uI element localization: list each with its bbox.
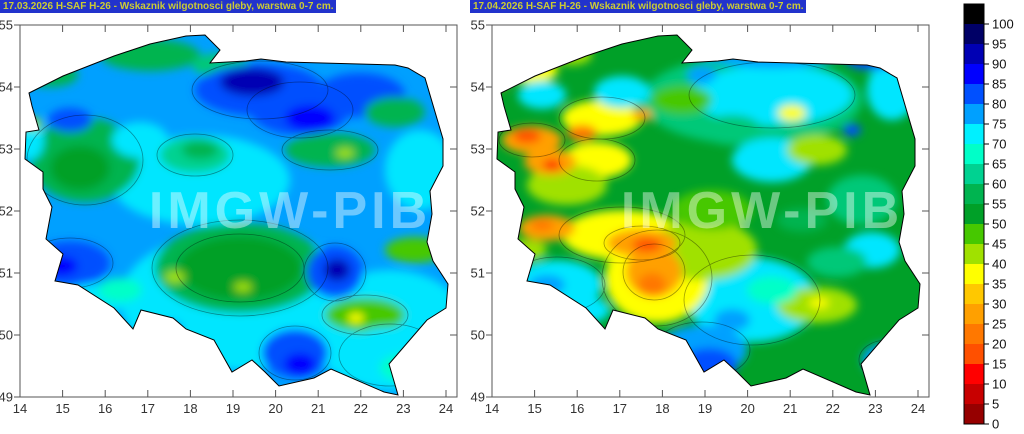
y-tick-label: 54 <box>471 80 485 95</box>
colorbar-segment <box>964 124 984 144</box>
y-tick-label: 54 <box>0 80 13 95</box>
colorbar-segment <box>964 324 984 344</box>
colorbar-segment <box>964 404 984 424</box>
y-tick-label: 49 <box>471 390 485 405</box>
x-tick-label: 21 <box>311 401 325 416</box>
x-tick-label: 16 <box>98 401 112 416</box>
colorbar-label: 65 <box>992 157 1006 172</box>
colorbar-label: 40 <box>992 257 1006 272</box>
contour-lines <box>26 60 442 387</box>
colorbar-label: 75 <box>992 117 1006 132</box>
x-tick-label: 17 <box>613 401 627 416</box>
map2-frame <box>486 24 930 398</box>
colorbar-segment <box>964 224 984 244</box>
colorbar-segment <box>964 264 984 284</box>
colorbar: 100 95 90 85 80 75 70 65 60 55 50 45 40 … <box>963 3 1014 432</box>
x-tick-label: 22 <box>826 401 840 416</box>
y-tick-label: 50 <box>471 328 485 343</box>
colorbar-label: 30 <box>992 297 1006 312</box>
x-tick-label: 20 <box>268 401 282 416</box>
colorbar-label: 70 <box>992 137 1006 152</box>
x-tick-label: 19 <box>698 401 712 416</box>
x-tick-label: 16 <box>570 401 584 416</box>
colorbar-segment <box>964 144 984 164</box>
y-tick-label: 53 <box>0 142 13 157</box>
x-tick-label: 15 <box>55 401 69 416</box>
colorbar-segment <box>964 204 984 224</box>
colorbar-segment <box>964 104 984 124</box>
x-tick-label: 18 <box>183 401 197 416</box>
colorbar-label: 45 <box>992 237 1006 252</box>
y-tick-label: 51 <box>0 266 13 281</box>
x-tick-label: 14 <box>13 401 27 416</box>
colorbar-label: 100 <box>992 17 1014 32</box>
y-tick-label: 52 <box>0 204 13 219</box>
colorbar-label: 55 <box>992 197 1006 212</box>
colorbar-segment <box>964 24 984 44</box>
colorbar-label: 10 <box>992 377 1006 392</box>
colorbar-label: 50 <box>992 217 1006 232</box>
y-tick-label: 51 <box>471 266 485 281</box>
watermark-right: IMGW-PIB <box>621 182 903 240</box>
y-tick-label: 55 <box>0 18 13 33</box>
colorbar-segment <box>964 344 984 364</box>
colorbar-label: 80 <box>992 97 1006 112</box>
colorbar-segment <box>964 164 984 184</box>
colorbar-label: 90 <box>992 57 1006 72</box>
x-tick-label: 23 <box>396 401 410 416</box>
colorbar-label: 0 <box>992 417 999 432</box>
map1-frame <box>14 24 458 398</box>
colorbar-segment <box>964 44 984 64</box>
x-tick-label: 23 <box>868 401 882 416</box>
colorbar-label: 35 <box>992 277 1006 292</box>
colorbar-label: 60 <box>992 177 1006 192</box>
x-tick-label: 15 <box>527 401 541 416</box>
map2-y-tick-labels: 55 54 53 52 51 50 49 <box>471 18 485 405</box>
colorbar-segment <box>964 384 984 404</box>
y-tick-label: 52 <box>471 204 485 219</box>
map1-title: 17.03.2026 H-SAF H-26 - Wskaznik wilgotn… <box>0 0 337 13</box>
map2-x-tick-labels: 14 15 16 17 18 19 20 21 22 23 24 <box>485 401 925 416</box>
colorbar-segment <box>964 84 984 104</box>
x-tick-label: 19 <box>226 401 240 416</box>
colorbar-label: 20 <box>992 337 1006 352</box>
watermark-left: IMGW-PIB <box>149 182 431 240</box>
colorbar-segment <box>964 4 984 24</box>
map1-y-tick-labels: 55 54 53 52 51 50 49 <box>0 18 13 405</box>
x-tick-label: 21 <box>783 401 797 416</box>
x-tick-label: 20 <box>740 401 754 416</box>
x-tick-label: 18 <box>655 401 669 416</box>
x-tick-label: 24 <box>439 401 453 416</box>
colorbar-segment <box>964 244 984 264</box>
y-tick-label: 55 <box>471 18 485 33</box>
x-tick-label: 17 <box>141 401 155 416</box>
y-tick-label: 49 <box>0 390 13 405</box>
colorbar-segment <box>964 304 984 324</box>
x-tick-label: 14 <box>485 401 499 416</box>
colorbar-segment <box>964 364 984 384</box>
colorbar-label: 15 <box>992 357 1006 372</box>
colorbar-label: 5 <box>992 397 999 412</box>
x-tick-label: 22 <box>354 401 368 416</box>
x-tick-label: 24 <box>911 401 925 416</box>
colorbar-label: 85 <box>992 77 1006 92</box>
contour-lines <box>498 61 916 381</box>
colorbar-segment <box>964 284 984 304</box>
colorbar-label: 25 <box>992 317 1006 332</box>
colorbar-labels: 100 95 90 85 80 75 70 65 60 55 50 45 40 … <box>992 17 1014 432</box>
map2-title: 17.04.2026 H-SAF H-26 - Wskaznik wilgotn… <box>470 0 807 13</box>
colorbar-segment <box>964 184 984 204</box>
y-tick-label: 53 <box>471 142 485 157</box>
y-tick-label: 50 <box>0 328 13 343</box>
map1-x-tick-labels: 14 15 16 17 18 19 20 21 22 23 24 <box>13 401 453 416</box>
colorbar-label: 95 <box>992 37 1006 52</box>
colorbar-segment <box>964 64 984 84</box>
